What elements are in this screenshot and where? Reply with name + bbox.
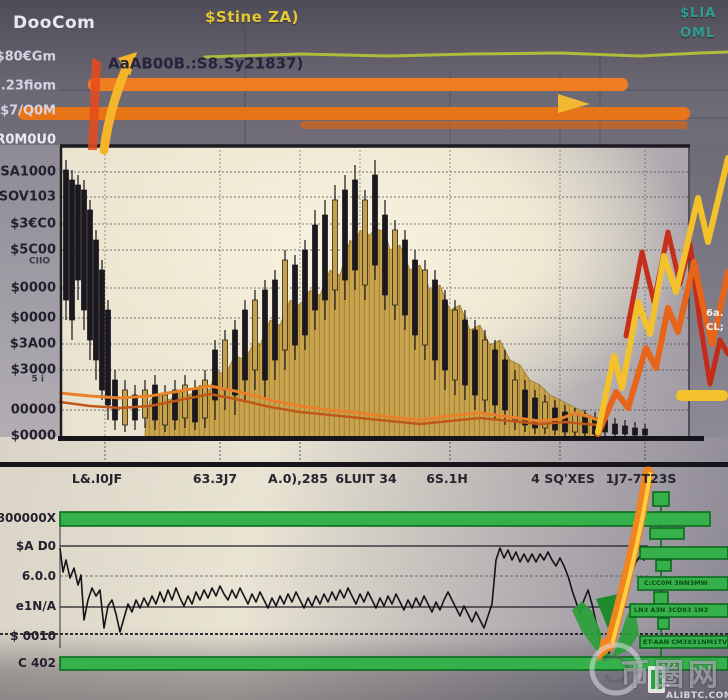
sell-arrow-core	[610, 472, 652, 646]
candle-body	[242, 309, 248, 381]
signal-row-4	[639, 635, 728, 649]
section-divider-line	[0, 462, 728, 467]
candle-body	[202, 379, 208, 419]
watermark-site-text: -ALIBTC.COM-	[666, 681, 728, 700]
candle-body	[272, 279, 278, 361]
candle-body	[252, 299, 258, 371]
candle-body	[312, 224, 318, 311]
candle-body	[472, 329, 478, 396]
ma-line-primary	[58, 384, 602, 423]
watermark-icon-bar2	[658, 670, 662, 689]
candle-body	[112, 379, 118, 421]
breakout-arrow-shaft	[99, 61, 132, 155]
signal-node-3	[653, 591, 669, 605]
candle-body	[442, 299, 448, 371]
candle-body	[382, 214, 388, 296]
resistance-band-lower	[18, 107, 690, 120]
candle-body	[182, 384, 188, 419]
candle-body	[532, 397, 538, 429]
candle-body	[522, 389, 528, 426]
candle-body	[332, 199, 338, 291]
candle-body	[302, 249, 308, 336]
candle-body	[622, 425, 628, 435]
candle-body	[212, 349, 218, 401]
candle-body	[93, 239, 99, 361]
candle-body	[402, 239, 408, 316]
resistance-band-upper	[88, 78, 628, 91]
candle-body	[192, 389, 198, 423]
candle-body	[262, 289, 268, 381]
breakout-arrow-head	[118, 52, 137, 76]
signal-row-2	[637, 576, 728, 591]
sell-arrow-shaft	[603, 466, 654, 652]
candle-body	[282, 259, 288, 351]
candle-body	[69, 179, 75, 321]
ticker-top-right-1: $LIA	[680, 6, 717, 21]
watermark-icon-bar1	[651, 670, 655, 689]
chart-subtitle: $Stine ZA)	[205, 8, 299, 26]
candle-body	[452, 309, 458, 381]
candle-body	[612, 423, 618, 435]
candle-body	[322, 214, 328, 301]
watermark-logo-text: 币圈网	[620, 658, 722, 693]
target-level-bar	[676, 390, 728, 401]
candle-body	[352, 179, 358, 271]
candle-body	[512, 379, 518, 421]
candle-body	[422, 269, 428, 346]
candle-body	[462, 319, 468, 386]
ticker-top-right-2: OML	[680, 26, 716, 41]
candle-body	[542, 401, 548, 429]
candle-body	[75, 184, 81, 281]
plot-border-bottom	[58, 436, 704, 441]
candle-body	[232, 329, 238, 396]
trend-line-yellow	[595, 155, 728, 435]
candle-body	[392, 229, 398, 306]
candle-body	[412, 259, 418, 336]
signal-row-3	[629, 603, 728, 618]
signal-seg-1	[649, 527, 685, 540]
top-highlight-line	[203, 50, 728, 59]
candle-body	[292, 264, 298, 346]
signal-node-2	[655, 559, 672, 572]
candle-body	[99, 269, 105, 391]
resistance-band-smear	[300, 121, 688, 129]
trend-line-orange	[595, 259, 728, 437]
candle-body	[362, 199, 368, 286]
candle-body	[152, 384, 158, 421]
signal-node	[652, 491, 670, 507]
signal-bar-bottom	[59, 656, 728, 671]
watermark-seal-inner	[602, 655, 630, 684]
candle-body	[642, 428, 648, 436]
signal-node-4	[657, 617, 670, 630]
band-arrowhead	[558, 94, 590, 113]
candle-body	[172, 389, 178, 421]
oscillator-line	[59, 547, 649, 657]
page-title: DooCom	[13, 13, 96, 33]
candle-body	[63, 169, 69, 301]
ma-line-secondary	[58, 392, 602, 427]
candle-body	[162, 394, 168, 426]
candle-body	[482, 339, 488, 401]
signal-bar-top	[59, 511, 711, 527]
candle-body	[142, 389, 148, 419]
candle-body	[372, 174, 378, 266]
signal-row-1	[639, 546, 728, 560]
candle-body	[342, 189, 348, 281]
candle-body	[502, 359, 508, 411]
candle-body	[492, 349, 498, 406]
candle-body	[87, 209, 93, 341]
left-axis-gutter	[0, 145, 60, 462]
candle-body	[81, 189, 87, 311]
watermark-seal	[589, 642, 643, 696]
candle-body	[222, 339, 228, 391]
candle-body	[632, 427, 638, 436]
candle-body	[432, 279, 438, 361]
breakout-streak	[88, 58, 101, 150]
candle-body	[105, 309, 111, 406]
